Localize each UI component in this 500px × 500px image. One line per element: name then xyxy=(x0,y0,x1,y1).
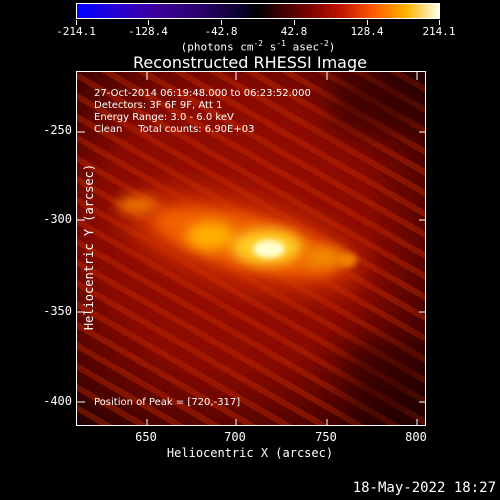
rhessi-image xyxy=(77,72,425,425)
info-time-range: 27-Oct-2014 06:19:48.000 to 06:23:52.000 xyxy=(94,88,311,99)
info-energy-range: Energy Range: 3.0 - 6.0 keV xyxy=(94,112,234,123)
y-tick-label: -300 xyxy=(43,212,72,226)
colorbar-tick-label: -42.8 xyxy=(204,25,238,38)
y-tick-label: -250 xyxy=(43,123,72,137)
y-tick-label: -400 xyxy=(43,394,72,408)
colorbar-tick-label: 214.1 xyxy=(422,25,456,38)
info-peak-position: Position of Peak = [720,-317] xyxy=(94,397,241,408)
date-stamp: 18-May-2022 18:27 xyxy=(352,480,496,496)
y-tick-label: -350 xyxy=(43,304,72,318)
colorbar-tick xyxy=(148,20,149,25)
x-axis-label: Heliocentric X (arcsec) xyxy=(166,446,334,460)
colorbar-tick xyxy=(367,20,368,25)
colorbar-tick-label: -214.1 xyxy=(56,25,96,38)
image-plot: 27-Oct-2014 06:19:48.000 to 06:23:52.000… xyxy=(76,71,426,426)
x-tick-label: 750 xyxy=(315,430,337,444)
colorbar-tick xyxy=(76,20,77,25)
colorbar-tick-label: 128.4 xyxy=(350,25,384,38)
x-tick-label: 700 xyxy=(224,430,246,444)
colorbar-tick xyxy=(221,20,222,25)
colorbar-tick-label: 42.8 xyxy=(280,25,308,38)
y-axis-label: Heliocentric Y (arcsec) xyxy=(82,163,97,331)
image-title: Reconstructed RHESSI Image xyxy=(133,53,367,72)
info-clean-counts: Clean Total counts: 6.90E+03 xyxy=(94,124,255,135)
x-tick-label: 650 xyxy=(135,430,157,444)
colorbar-tick xyxy=(439,20,440,25)
colorbar-tick-label: -128.4 xyxy=(128,25,168,38)
x-tick-label: 800 xyxy=(405,430,427,444)
info-detectors: Detectors: 3F 6F 9F, Att 1 xyxy=(94,100,223,111)
colorbar-tick xyxy=(294,20,295,25)
colorbar xyxy=(76,3,440,19)
colorbar-unit: (photons cm-2 s-1 asec-2) xyxy=(180,39,336,54)
